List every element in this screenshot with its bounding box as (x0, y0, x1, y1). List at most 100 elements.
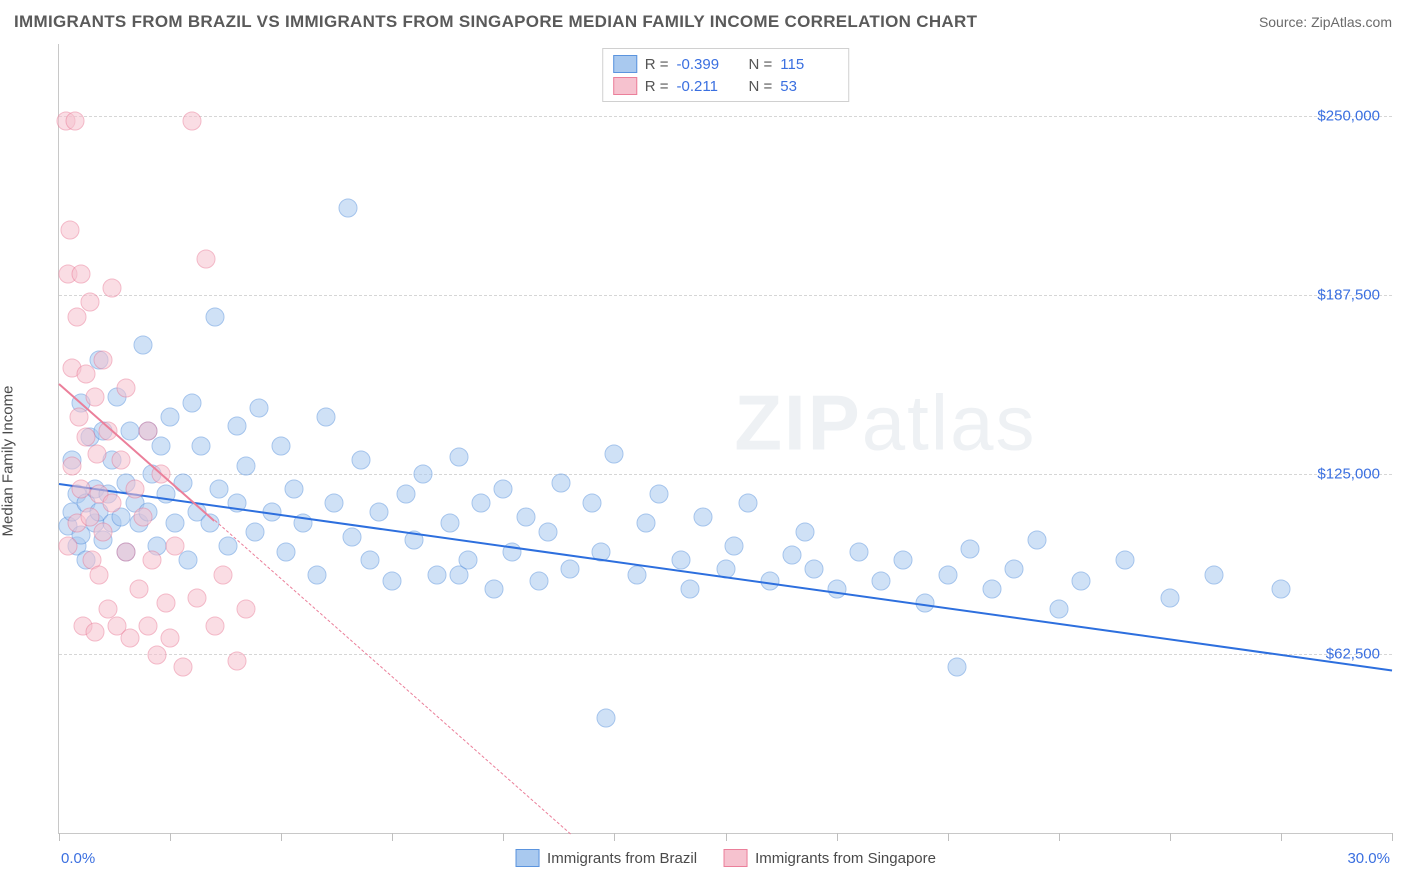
scatter-point (1205, 565, 1224, 584)
scatter-point (116, 542, 135, 561)
n-value-brazil: 115 (780, 56, 838, 73)
y-axis-label: Median Family Income (0, 386, 17, 537)
scatter-point (183, 112, 202, 131)
scatter-point (85, 623, 104, 642)
scatter-point (103, 494, 122, 513)
scatter-point (94, 522, 113, 541)
scatter-point (134, 336, 153, 355)
scatter-point (218, 537, 237, 556)
scatter-point (538, 522, 557, 541)
scatter-point (783, 545, 802, 564)
scatter-point (947, 657, 966, 676)
scatter-point (178, 551, 197, 570)
y-tick-label: $125,000 (1317, 466, 1380, 483)
scatter-point (894, 551, 913, 570)
scatter-point (960, 539, 979, 558)
scatter-point (369, 502, 388, 521)
scatter-point (196, 250, 215, 269)
scatter-point (343, 528, 362, 547)
scatter-point (427, 565, 446, 584)
scatter-point (76, 364, 95, 383)
n-value-singapore: 53 (780, 78, 838, 95)
scatter-point (627, 565, 646, 584)
gridline (59, 474, 1392, 475)
legend-label-brazil: Immigrants from Brazil (547, 850, 697, 867)
scatter-point (58, 537, 77, 556)
scatter-point (156, 594, 175, 613)
scatter-point (161, 628, 180, 647)
scatter-point (738, 494, 757, 513)
scatter-point (121, 422, 140, 441)
scatter-point (552, 473, 571, 492)
scatter-point (1071, 571, 1090, 590)
scatter-point (156, 485, 175, 504)
scatter-point (65, 112, 84, 131)
x-axis-max-label: 30.0% (1347, 850, 1390, 867)
x-tick (1392, 833, 1393, 841)
scatter-point (352, 451, 371, 470)
scatter-point (81, 293, 100, 312)
scatter-point (103, 278, 122, 297)
y-tick-label: $187,500 (1317, 287, 1380, 304)
gridline (59, 116, 1392, 117)
scatter-point (205, 307, 224, 326)
scatter-point (1005, 560, 1024, 579)
x-tick (59, 833, 60, 841)
scatter-point (143, 551, 162, 570)
scatter-point (94, 350, 113, 369)
legend-item-brazil: Immigrants from Brazil (515, 849, 697, 867)
r-value-singapore: -0.211 (677, 78, 735, 95)
scatter-point (209, 479, 228, 498)
scatter-point (361, 551, 380, 570)
swatch-singapore-icon (723, 849, 747, 867)
scatter-point (67, 307, 86, 326)
legend-label-singapore: Immigrants from Singapore (755, 850, 936, 867)
scatter-point (272, 436, 291, 455)
scatter-point (72, 479, 91, 498)
scatter-point (725, 537, 744, 556)
x-axis-min-label: 0.0% (61, 850, 95, 867)
scatter-point (205, 617, 224, 636)
scatter-point (383, 571, 402, 590)
scatter-point (138, 617, 157, 636)
scatter-point (938, 565, 957, 584)
scatter-point (694, 508, 713, 527)
scatter-point (516, 508, 535, 527)
scatter-point (485, 580, 504, 599)
scatter-point (125, 479, 144, 498)
x-tick (1059, 833, 1060, 841)
scatter-point (529, 571, 548, 590)
scatter-point (649, 485, 668, 504)
scatter-point (983, 580, 1002, 599)
scatter-point (285, 479, 304, 498)
scatter-point (183, 393, 202, 412)
r-value-brazil: -0.399 (677, 56, 735, 73)
scatter-point (69, 407, 88, 426)
x-tick (1281, 833, 1282, 841)
scatter-point (214, 565, 233, 584)
scatter-point (89, 565, 108, 584)
legend-row-brazil: R = -0.399 N = 115 (613, 53, 839, 75)
scatter-point (494, 479, 513, 498)
scatter-point (129, 580, 148, 599)
scatter-point (449, 448, 468, 467)
scatter-point (165, 537, 184, 556)
scatter-point (63, 456, 82, 475)
scatter-point (796, 522, 815, 541)
x-tick (726, 833, 727, 841)
scatter-point (116, 379, 135, 398)
trendline-brazil (59, 483, 1392, 671)
scatter-point (121, 628, 140, 647)
scatter-point (187, 588, 206, 607)
scatter-point (112, 451, 131, 470)
correlation-legend: R = -0.399 N = 115 R = -0.211 N = 53 (602, 48, 850, 102)
scatter-point (1271, 580, 1290, 599)
scatter-point (583, 494, 602, 513)
trendline-singapore-extrapolated (214, 520, 570, 834)
gridline (59, 654, 1392, 655)
scatter-point (134, 508, 153, 527)
scatter-point (174, 657, 193, 676)
scatter-point (165, 514, 184, 533)
scatter-point (560, 560, 579, 579)
legend-row-singapore: R = -0.211 N = 53 (613, 75, 839, 97)
